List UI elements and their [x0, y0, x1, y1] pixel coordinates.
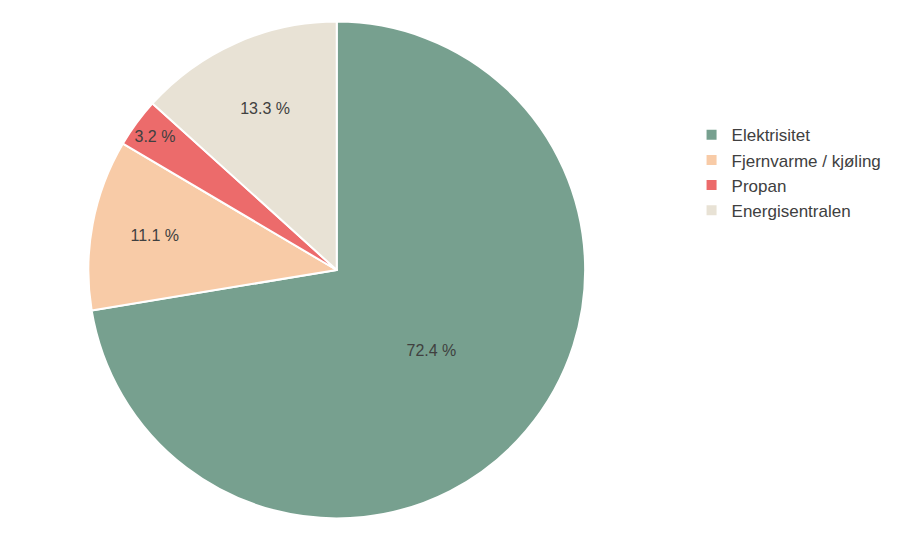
svg-text:Propan: Propan [732, 177, 787, 196]
svg-text:13.3 %: 13.3 % [240, 100, 290, 117]
svg-text:72.4 %: 72.4 % [407, 342, 457, 359]
svg-text:Fjernvarme / kjøling: Fjernvarme / kjøling [732, 152, 881, 171]
svg-text:Elektrisitet: Elektrisitet [732, 126, 811, 145]
svg-text:3.2 %: 3.2 % [134, 128, 175, 145]
svg-text:11.1 %: 11.1 % [130, 227, 179, 244]
svg-text:Energisentralen: Energisentralen [732, 202, 851, 221]
